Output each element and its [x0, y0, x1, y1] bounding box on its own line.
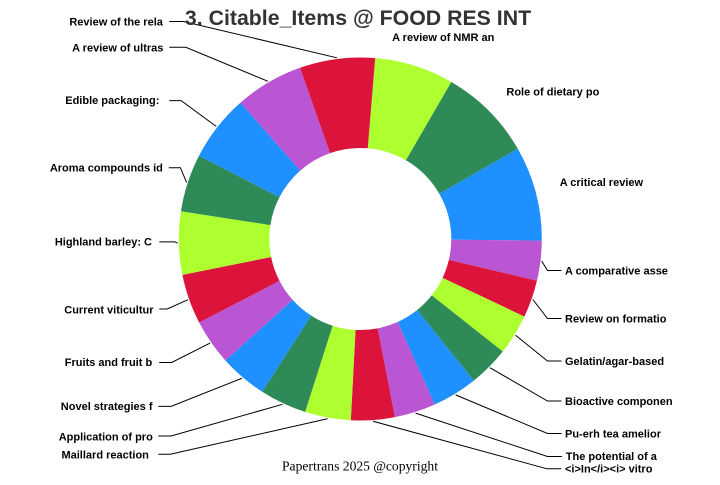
svg-text:Pu-erh tea amelior: Pu-erh tea amelior [565, 429, 662, 441]
svg-text:Gelatin/agar-based: Gelatin/agar-based [565, 356, 664, 368]
svg-text:A review of NMR an: A review of NMR an [392, 32, 495, 44]
svg-text:Aroma compounds id: Aroma compounds id [50, 163, 163, 175]
svg-text:Current viticultur: Current viticultur [64, 304, 154, 316]
svg-text:Maillard reaction: Maillard reaction [61, 449, 149, 461]
svg-text:A review of ultras: A review of ultras [72, 42, 163, 54]
svg-text:Papertrans 2025 @copyright: Papertrans 2025 @copyright [282, 459, 438, 474]
svg-text:Novel strategies f: Novel strategies f [61, 401, 153, 413]
svg-text:Fruits and fruit b: Fruits and fruit b [65, 357, 153, 369]
svg-text:A critical review: A critical review [560, 177, 644, 189]
svg-text:A comparative asse: A comparative asse [565, 266, 668, 278]
svg-text:Application of pro: Application of pro [59, 431, 153, 443]
svg-text:Review of the rela: Review of the rela [69, 17, 163, 29]
svg-text:Role of dietary po: Role of dietary po [506, 87, 599, 99]
svg-text:Review on formatio: Review on formatio [565, 314, 667, 326]
svg-text:<i>In</i><i> vitro: <i>In</i><i> vitro [565, 464, 653, 476]
svg-text:Bioactive componen: Bioactive componen [565, 396, 673, 408]
svg-text:3. Citable_Items @ FOOD RES IN: 3. Citable_Items @ FOOD RES INT [185, 6, 531, 30]
svg-text:Highland barley: C: Highland barley: C [55, 237, 152, 249]
svg-text:Edible packaging:: Edible packaging: [65, 95, 159, 107]
svg-text:The potential of a: The potential of a [566, 451, 658, 463]
